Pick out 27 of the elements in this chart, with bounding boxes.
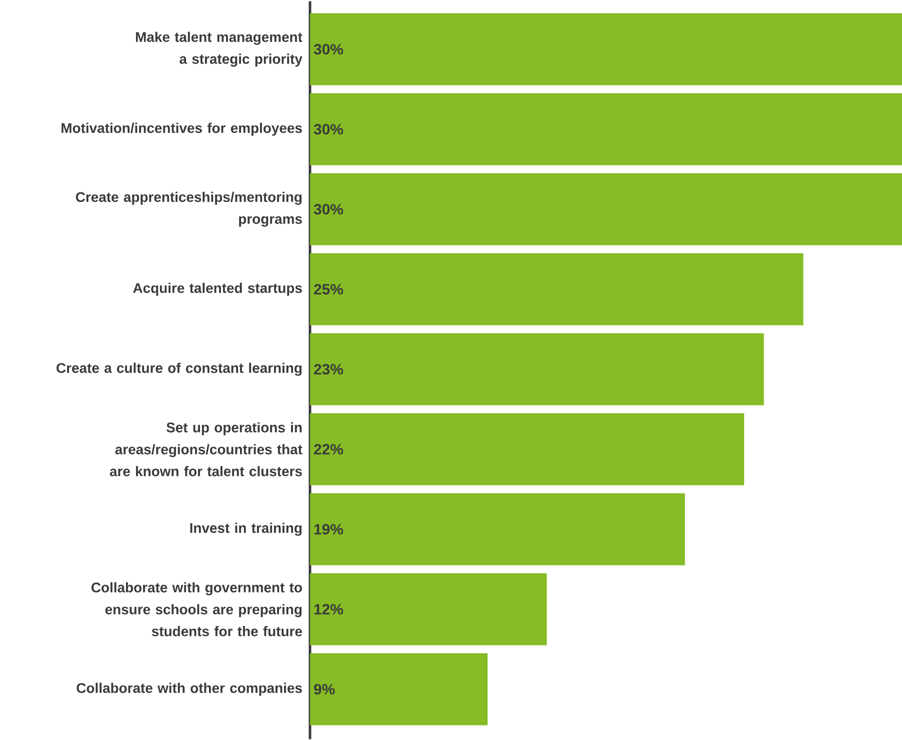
y-tick-label: Create a culture of constant learning bbox=[56, 362, 302, 376]
data-label: 22% bbox=[314, 444, 344, 454]
y-tick-label: Make talent management a strategic priority bbox=[136, 32, 302, 66]
bar bbox=[310, 253, 804, 326]
bar bbox=[310, 413, 744, 486]
data-label: 9% bbox=[314, 684, 335, 694]
bar bbox=[310, 333, 764, 406]
data-label: 25% bbox=[314, 284, 344, 294]
data-label: 30% bbox=[314, 124, 344, 134]
data-label: 23% bbox=[314, 364, 344, 374]
y-tick-label: Create apprenticeships/mentoring programs bbox=[76, 192, 302, 226]
y-tick-label: Collaborate with government to ensure schools are preparing students for the future bbox=[92, 582, 302, 636]
bar bbox=[310, 93, 902, 166]
data-label: 19% bbox=[314, 524, 344, 534]
bar bbox=[310, 653, 488, 726]
data-label: 30% bbox=[314, 44, 344, 54]
data-label: 12% bbox=[314, 604, 344, 614]
y-tick-label: Motivation/incentives for employees bbox=[62, 122, 302, 136]
y-tick-label: Set up operations in areas/regions/countries that are known for talent clusters bbox=[110, 422, 302, 476]
bar bbox=[310, 493, 685, 566]
bar bbox=[310, 173, 902, 246]
data-label: 30% bbox=[314, 204, 344, 214]
y-tick-label: Invest in training bbox=[190, 522, 302, 536]
bar bbox=[310, 13, 902, 86]
y-tick-label: Acquire talented startups bbox=[133, 282, 302, 296]
y-tick-label: Collaborate with other companies bbox=[76, 682, 302, 696]
bar bbox=[310, 573, 547, 646]
